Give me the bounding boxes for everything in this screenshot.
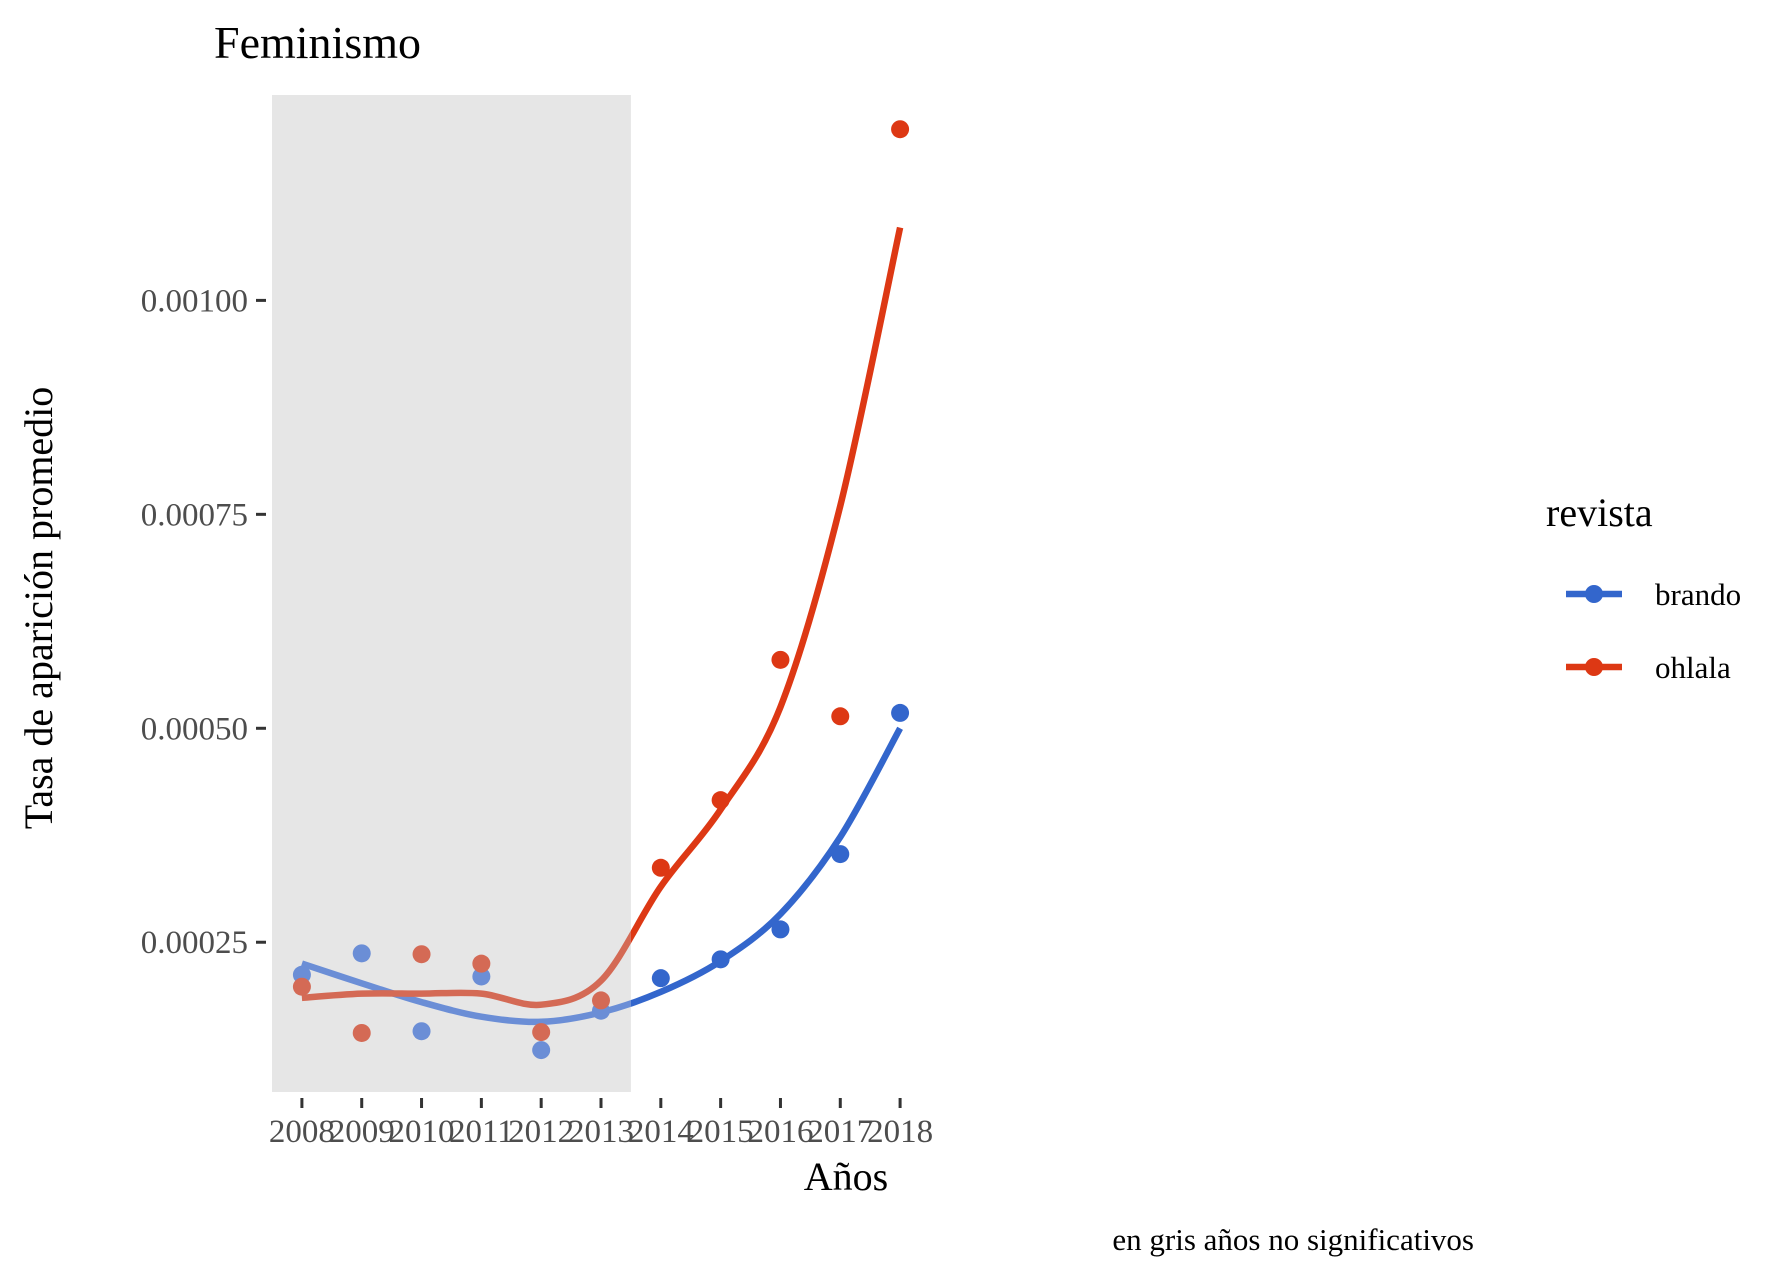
x-tick-label: 2017 [807, 1114, 873, 1150]
y-tick-label: 0.00075 [141, 497, 248, 533]
x-tick-label: 2010 [389, 1114, 455, 1150]
x-tick-label: 2015 [688, 1114, 754, 1150]
trend-line-ohlala-muted [301, 930, 631, 1009]
plot-panel [272, 95, 910, 1092]
chart-title: Feminismo [214, 17, 421, 68]
y-axis-title: Tasa de aparición promedio [16, 387, 61, 830]
legend-key-point [1585, 585, 1603, 603]
data-point-brando [711, 950, 730, 969]
data-point-brando [352, 944, 371, 963]
data-point-brando [532, 1041, 551, 1060]
points-ohlala [292, 120, 910, 1042]
legend: revista brando ohlala [1546, 490, 1741, 685]
x-tick-label: 2011 [449, 1114, 514, 1150]
trend-line-brando-muted [300, 960, 631, 1026]
legend-item-brando: brando [1566, 577, 1741, 612]
data-point-brando [891, 703, 910, 722]
data-point-ohlala [532, 1023, 551, 1042]
x-tick-label: 2013 [568, 1114, 634, 1150]
x-tick-label: 2014 [628, 1114, 694, 1150]
legend-item-ohlala: ohlala [1566, 650, 1731, 685]
data-point-ohlala [472, 954, 491, 973]
data-point-ohlala [891, 120, 910, 139]
legend-title: revista [1546, 490, 1653, 535]
legend-key-point [1585, 658, 1603, 676]
series-brando [300, 726, 903, 1026]
x-tick-label: 2016 [747, 1114, 813, 1150]
non-significant-region [272, 95, 631, 1092]
data-point-ohlala [771, 650, 790, 669]
y-tick-label: 0.00025 [141, 925, 248, 961]
data-point-ohlala [711, 791, 730, 810]
data-point-ohlala [831, 707, 850, 726]
x-axis: 2008200920102011201220132014201520162017… [269, 1098, 933, 1150]
legend-label: ohlala [1655, 650, 1731, 685]
data-point-ohlala [412, 945, 431, 964]
series-ohlala [301, 226, 904, 1009]
chart-caption: en gris años no significativos [1112, 1222, 1474, 1257]
x-axis-title: Años [804, 1154, 888, 1199]
y-tick-label: 0.00100 [141, 283, 248, 319]
data-point-ohlala [292, 977, 311, 996]
x-tick-label: 2018 [867, 1114, 933, 1150]
trend-line-brando [630, 726, 903, 1007]
y-axis: 0.00025 0.00050 0.00075 0.00100 [141, 283, 266, 961]
data-point-ohlala [651, 858, 670, 877]
data-point-brando [651, 969, 670, 988]
data-point-ohlala [592, 991, 610, 1010]
y-tick-label: 0.00050 [141, 711, 248, 747]
x-tick-label: 2009 [329, 1114, 395, 1150]
legend-label: brando [1655, 577, 1741, 612]
x-tick-label: 2012 [508, 1114, 574, 1150]
trend-line-ohlala [630, 226, 904, 944]
data-point-brando [472, 967, 491, 986]
x-tick-label: 2008 [269, 1114, 335, 1150]
data-point-brando [771, 920, 790, 939]
data-point-brando [412, 1022, 431, 1041]
data-point-brando [831, 845, 850, 864]
data-point-ohlala [352, 1023, 371, 1042]
